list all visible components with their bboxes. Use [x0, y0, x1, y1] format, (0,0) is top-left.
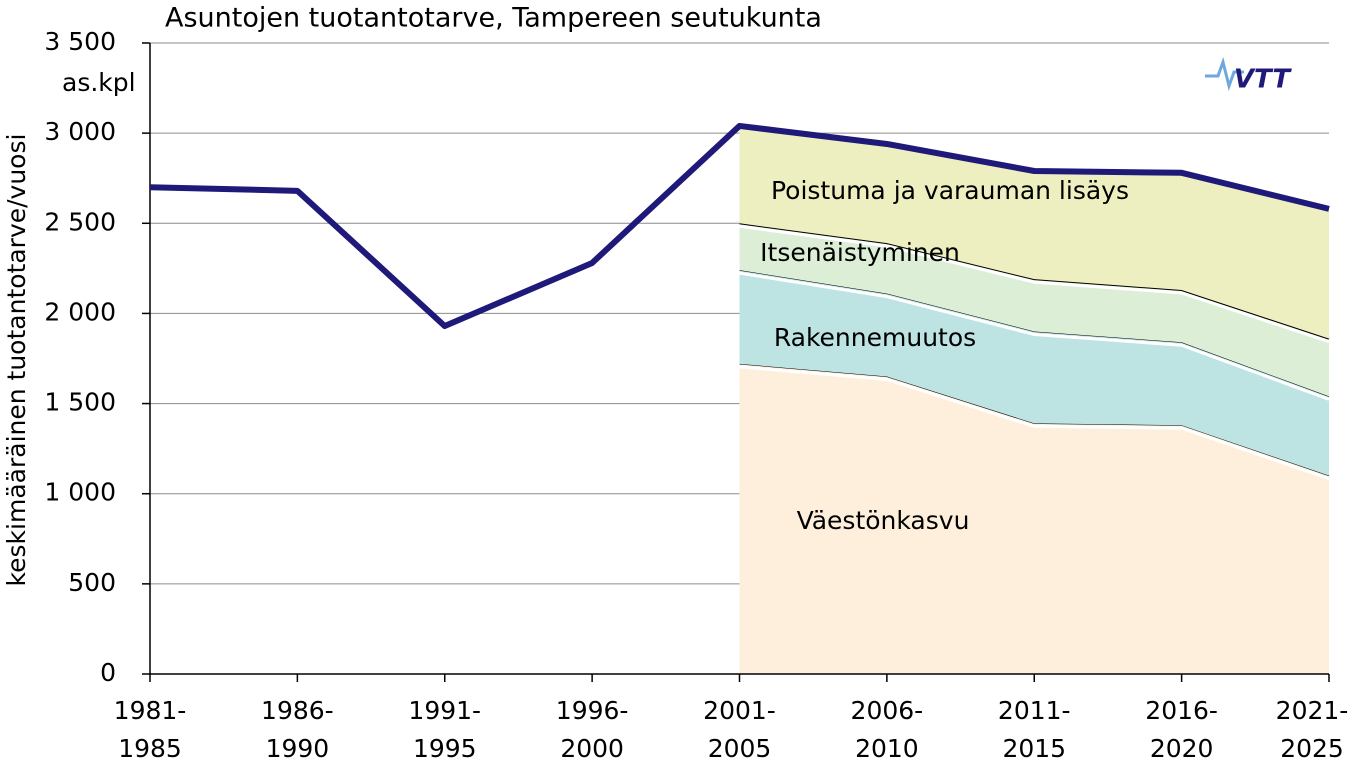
y-unit: as.kpl [62, 68, 136, 97]
total-line [149, 122, 1330, 330]
y-tick-label: 500 [68, 568, 116, 597]
series-label: Rakennemuutos [774, 323, 976, 352]
axes: 0 500 1 000 1 500 2 000 2 500 3 000 3 500 [44, 27, 1330, 687]
x-tick-label: 1996- 2000 [555, 696, 629, 763]
x-tick-label: 2006- 2010 [850, 696, 924, 763]
x-tick-label: 1986- 1990 [261, 696, 334, 763]
series-label: Väestönkasvu [797, 506, 970, 535]
y-tick-label: 3 500 [44, 27, 116, 56]
chart-title: Asuntojen tuotantotarve, Tampereen seutu… [165, 3, 822, 34]
y-tick-label: 0 [100, 658, 116, 687]
y-axis-label: keskimääräinen tuotantotarve/vuosi [2, 134, 31, 587]
y-tick-label: 3 000 [44, 117, 116, 146]
area [739, 363, 1329, 674]
area [739, 223, 1329, 397]
areas [739, 125, 1330, 674]
area-boundary-highlight [739, 365, 1330, 481]
series-label: Itsenäistyminen [760, 238, 960, 267]
series-label: Poistuma ja varauman lisäys [771, 176, 1129, 205]
x-tick-label: 2016- 2020 [1145, 696, 1218, 763]
y-tick-label: 2 000 [44, 297, 116, 326]
y-tick-label: 1 000 [44, 478, 116, 507]
x-tick-label: 1991- 1995 [408, 696, 482, 763]
logo: VTT [1205, 56, 1292, 95]
x-tick-label: 2011- 2015 [997, 696, 1071, 763]
y-tick-label: 1 500 [44, 388, 116, 417]
area [739, 125, 1329, 339]
logo-wave [1205, 56, 1244, 92]
area-boundary-highlight [739, 224, 1330, 344]
x-tick-label: 2021- 2025 [1275, 696, 1349, 763]
y-tick-label: 2 500 [44, 207, 116, 236]
area [739, 270, 1329, 476]
x-tick-label: 1981- 1985 [113, 696, 187, 763]
x-tick-label: 2001- 2005 [703, 696, 776, 763]
logo-text: VTT [1234, 65, 1292, 95]
area-boundary-highlight [739, 271, 1330, 401]
